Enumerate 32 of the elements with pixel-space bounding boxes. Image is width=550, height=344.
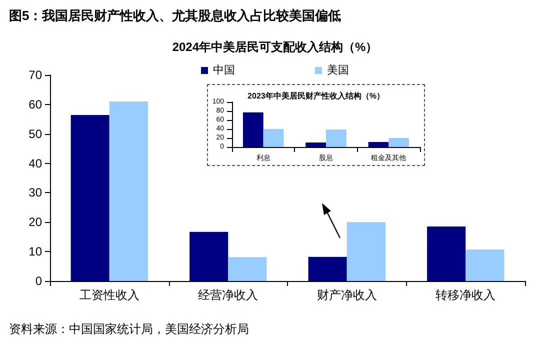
legend-label: 中国 xyxy=(213,64,235,76)
y-tick-label: 20 xyxy=(28,215,42,230)
y-tick-label: 10 xyxy=(28,244,42,259)
chart-subtitle: 2024年中美居民可支配收入结构（%） xyxy=(172,40,378,54)
bar xyxy=(466,250,504,281)
bar xyxy=(427,226,466,281)
y-tick-label: 50 xyxy=(28,126,42,141)
bar xyxy=(109,101,148,281)
text: 资料来源：中国国家统计局，美国经济分析局 xyxy=(9,322,249,336)
bar xyxy=(306,142,326,147)
x-tick-label: 财产净收入 xyxy=(316,288,377,302)
bar xyxy=(346,222,386,281)
legend-label: 美国 xyxy=(327,64,349,76)
y-tick-label: 70 xyxy=(28,68,42,82)
y-tick-label: 60 xyxy=(28,97,42,112)
bar xyxy=(70,115,110,281)
bar xyxy=(190,232,228,281)
chart-title: 图5：我国居民财产性收入、尤其股息收入占比较美国偏低 xyxy=(9,8,342,23)
bar xyxy=(388,138,410,147)
x-tick-label: 经营净收入 xyxy=(198,288,258,302)
x-tick-label: 工资性收入 xyxy=(79,288,140,302)
bar xyxy=(308,256,347,281)
bar xyxy=(242,112,264,147)
y-tick-label: 0 xyxy=(35,274,42,288)
chart-title: 2023年中美居民财产性收入结构（%） xyxy=(248,90,384,100)
y-tick-label: 30 xyxy=(28,186,42,200)
bar xyxy=(263,129,284,147)
bar xyxy=(326,129,346,147)
x-tick-label: 转移净收入 xyxy=(436,288,496,302)
y-tick-label: 40 xyxy=(28,156,42,170)
bar xyxy=(228,257,267,281)
bar xyxy=(368,142,389,147)
